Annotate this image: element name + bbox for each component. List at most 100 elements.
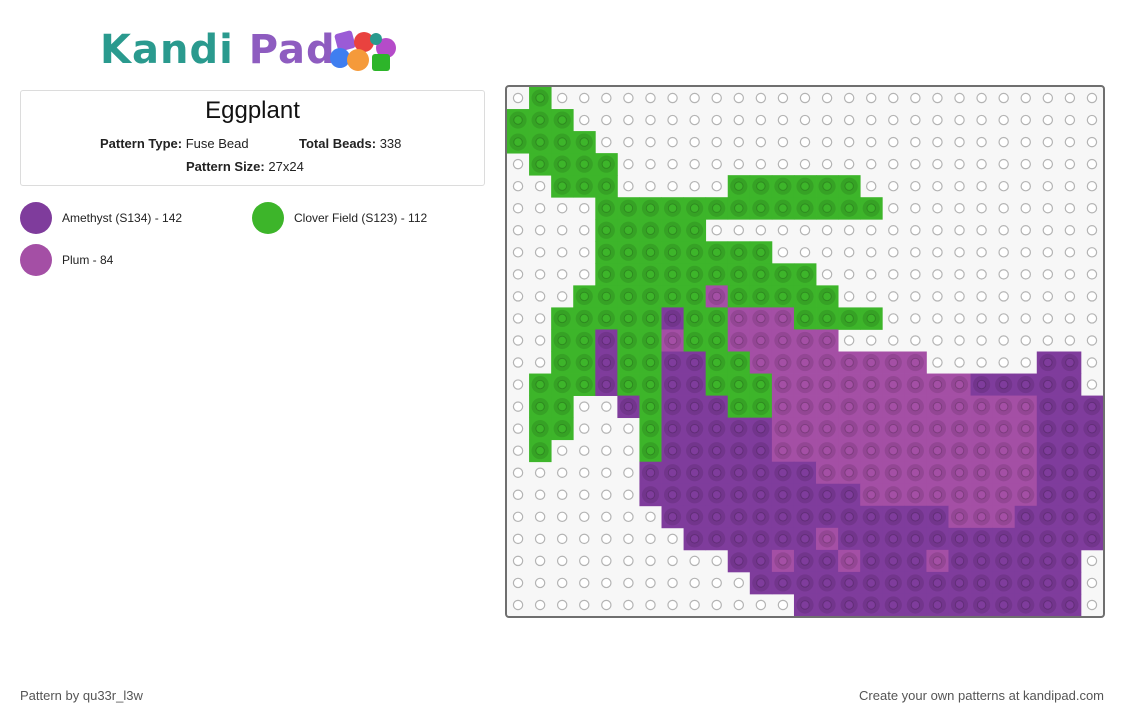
empty-peg [1020, 291, 1031, 302]
empty-peg [512, 92, 524, 104]
create-patterns-link[interactable]: Create your own patterns at kandipad.com [859, 688, 1104, 703]
bead [948, 483, 971, 507]
bead [992, 417, 1016, 441]
bead [617, 241, 640, 264]
bead [816, 571, 839, 595]
bead [882, 549, 905, 573]
empty-peg [645, 533, 656, 545]
bead [882, 461, 905, 485]
empty-peg [579, 269, 590, 280]
empty-peg [733, 599, 745, 611]
legend-item-plum: Plum - 84 [20, 244, 240, 278]
empty-peg [623, 92, 634, 104]
kandi-pad-logo[interactable]: Kandi Pad [100, 26, 410, 76]
bead [838, 417, 861, 441]
empty-peg [954, 269, 965, 280]
bead [617, 285, 640, 308]
empty-peg [888, 136, 899, 148]
bead-pattern-board [505, 85, 1105, 618]
empty-peg [689, 136, 700, 148]
empty-peg [623, 180, 634, 192]
bead [948, 571, 971, 595]
empty-peg [579, 247, 590, 258]
empty-peg [711, 92, 722, 104]
bead [970, 483, 994, 507]
bead [727, 527, 751, 551]
bead [705, 197, 729, 220]
empty-peg [579, 203, 590, 214]
empty-peg [534, 313, 546, 324]
bead [771, 373, 795, 396]
empty-peg [1020, 203, 1031, 214]
bead [595, 197, 618, 220]
bead [727, 395, 751, 419]
bead [793, 285, 817, 308]
bead [793, 417, 817, 441]
empty-peg [645, 92, 656, 104]
bead [727, 483, 751, 507]
bead [1080, 483, 1103, 507]
bead [860, 395, 883, 419]
empty-peg [865, 114, 877, 126]
empty-peg [1086, 247, 1098, 258]
empty-peg [512, 225, 524, 236]
empty-peg [601, 599, 612, 611]
bead [639, 263, 662, 286]
empty-peg [954, 291, 965, 302]
empty-peg [998, 114, 1009, 126]
empty-peg [579, 114, 590, 126]
empty-peg [932, 158, 943, 170]
empty-peg [534, 203, 546, 214]
empty-peg [601, 467, 612, 478]
empty-peg [556, 489, 568, 500]
bead [904, 549, 927, 573]
empty-peg [910, 247, 921, 258]
empty-peg [512, 203, 524, 214]
empty-peg [888, 247, 899, 258]
bead [771, 571, 795, 595]
bead [771, 461, 795, 485]
empty-peg [755, 225, 767, 236]
bead [816, 329, 839, 352]
empty-peg [1064, 335, 1076, 346]
empty-peg [932, 180, 943, 192]
bead [904, 527, 927, 551]
bead [683, 373, 707, 396]
bead [992, 527, 1016, 551]
bead [705, 505, 729, 529]
bead [771, 351, 795, 374]
empty-peg [711, 599, 722, 611]
bead [749, 307, 773, 330]
empty-peg [689, 599, 700, 611]
bead [771, 395, 795, 419]
bead [617, 329, 640, 352]
empty-peg [976, 92, 987, 104]
empty-peg [512, 423, 524, 434]
empty-peg [711, 555, 722, 567]
empty-peg [645, 136, 656, 148]
empty-peg [512, 467, 524, 478]
empty-peg [976, 180, 987, 192]
bead [661, 351, 684, 374]
bead [926, 505, 949, 529]
bead [661, 263, 684, 286]
empty-peg [821, 92, 833, 104]
bead [573, 175, 596, 198]
bead [529, 153, 552, 176]
bead [1014, 549, 1038, 573]
pattern-title: Eggplant [205, 97, 300, 124]
bead [816, 461, 839, 485]
empty-peg [777, 92, 789, 104]
bead [860, 417, 883, 441]
bead [1036, 483, 1060, 507]
empty-peg [799, 136, 811, 148]
empty-peg [512, 335, 524, 346]
empty-peg [556, 467, 568, 478]
empty-peg [512, 313, 524, 324]
bead [838, 549, 861, 573]
bead [573, 153, 596, 176]
bead [1058, 483, 1082, 507]
bead [617, 263, 640, 286]
empty-peg [976, 291, 987, 302]
empty-peg [976, 158, 987, 170]
